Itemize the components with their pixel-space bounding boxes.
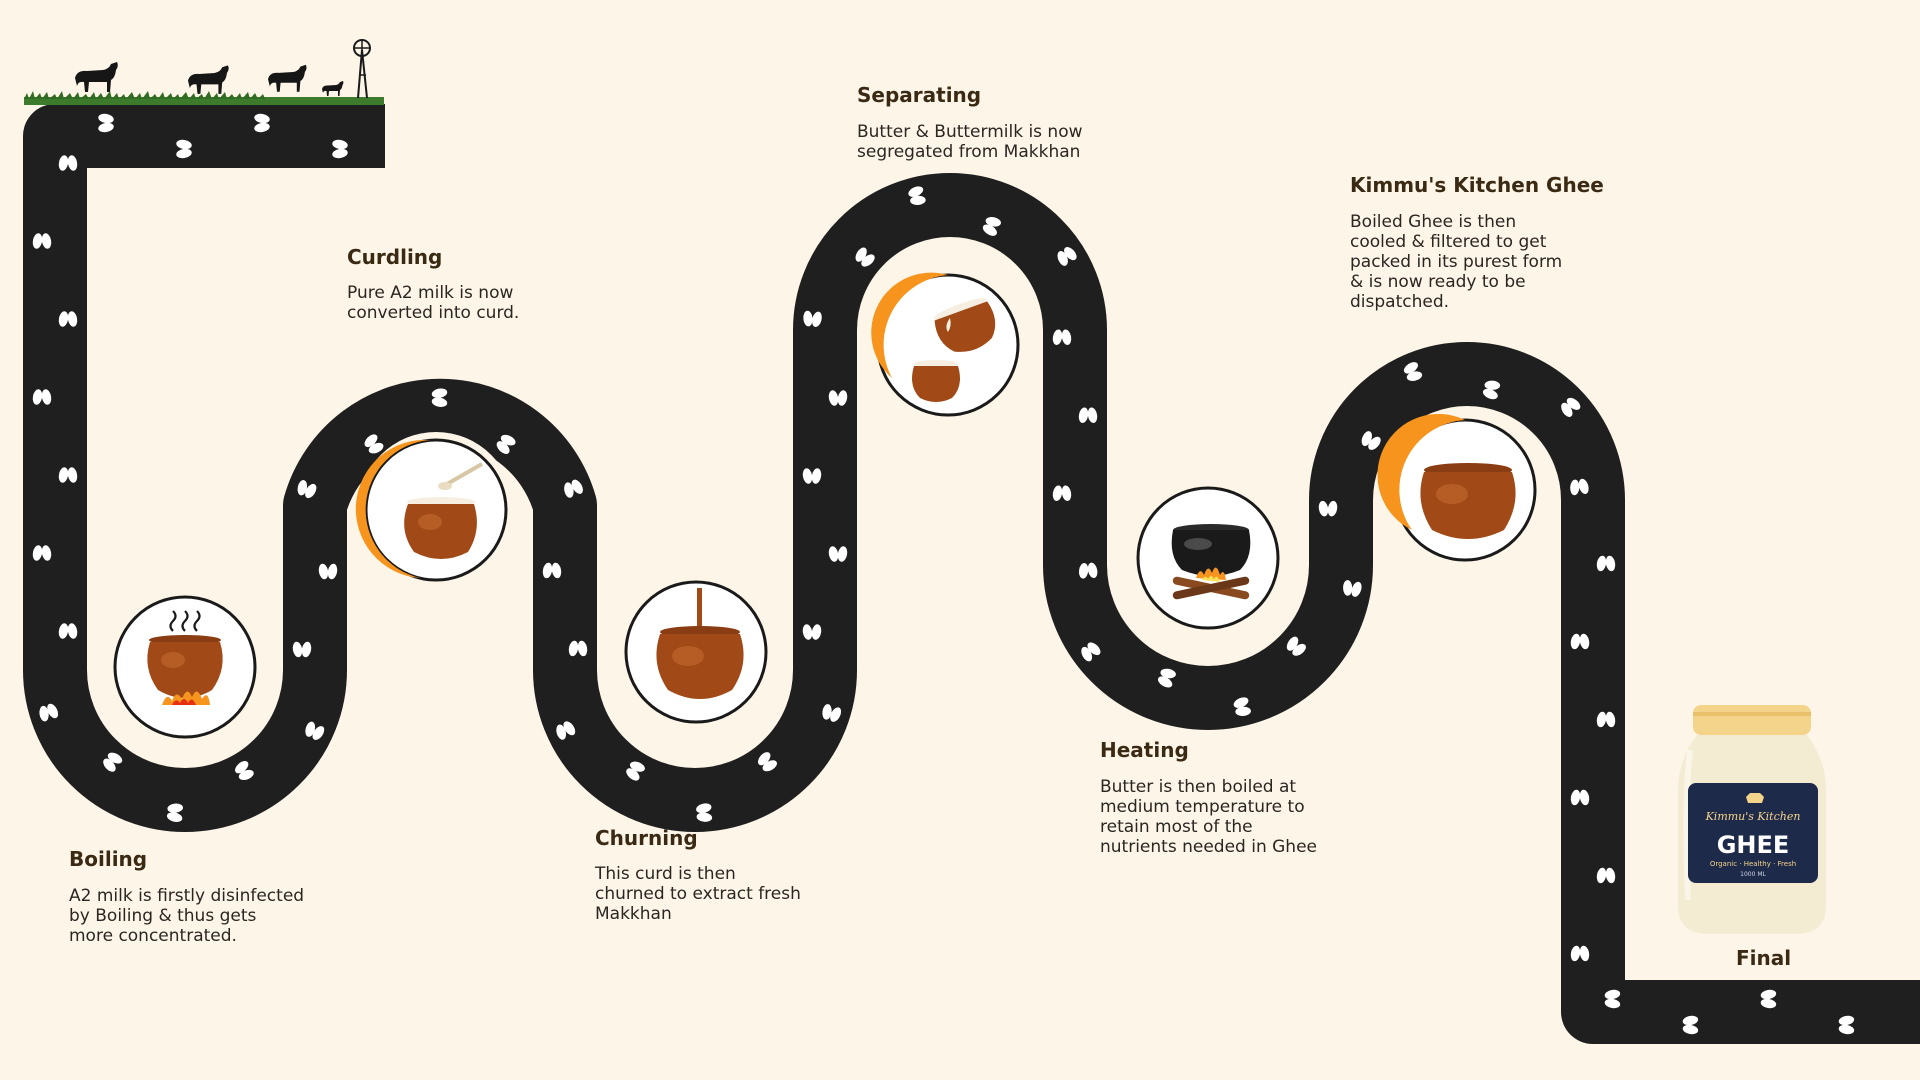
step-curdling-medallion [355,432,514,588]
final-label: Final [1736,946,1792,970]
step-separating-description: Butter & Buttermilk is now segregated fr… [857,122,1083,162]
step-churning-medallion [618,574,774,730]
step-churning-description: This curd is then churned to extract fre… [595,864,801,924]
churning-pot-icon [656,588,744,699]
step-kimmus-ghee-medallion [1377,412,1543,568]
jar-brand-text: Kimmu's Kitchen [1705,810,1801,823]
jar-volume-text: 1000 ML [1740,871,1766,878]
step-boiling-title: Boiling [69,847,148,871]
separating-pots-icon [912,298,996,402]
boiling-pot-icon [147,610,223,705]
step-heating-description: Butter is then boiled at medium temperat… [1100,777,1317,857]
step-curdling-title: Curdling [347,245,443,269]
winding-road [23,104,1920,1044]
curd-pot-icon [404,462,483,559]
pasture-silhouette [24,39,384,105]
step-heating-medallion [1130,480,1286,636]
step-heating-title: Heating [1100,738,1189,762]
windmill-icon [353,39,371,99]
step-separating-medallion [870,267,1026,423]
ghee-jar-image: Kimmu's Kitchen GHEE Organic · Healthy ·… [1678,705,1826,934]
cauldron-fire-icon [1171,524,1251,600]
ghee-pot-icon [1420,463,1516,539]
jar-product-text: GHEE [1717,831,1790,859]
step-boiling-medallion [107,589,263,745]
step-churning-title: Churning [595,826,698,850]
step-separating-title: Separating [857,83,982,107]
step-kimmus-ghee-description: Boiled Ghee is then cooled & filtered to… [1350,212,1563,312]
jar-tagline-text: Organic · Healthy · Fresh [1710,860,1796,868]
step-curdling-description: Pure A2 milk is now converted into curd. [347,283,520,323]
step-kimmus-ghee-title: Kimmu's Kitchen Ghee [1350,173,1604,197]
step-boiling-description: A2 milk is firstly disinfected by Boilin… [69,886,305,946]
